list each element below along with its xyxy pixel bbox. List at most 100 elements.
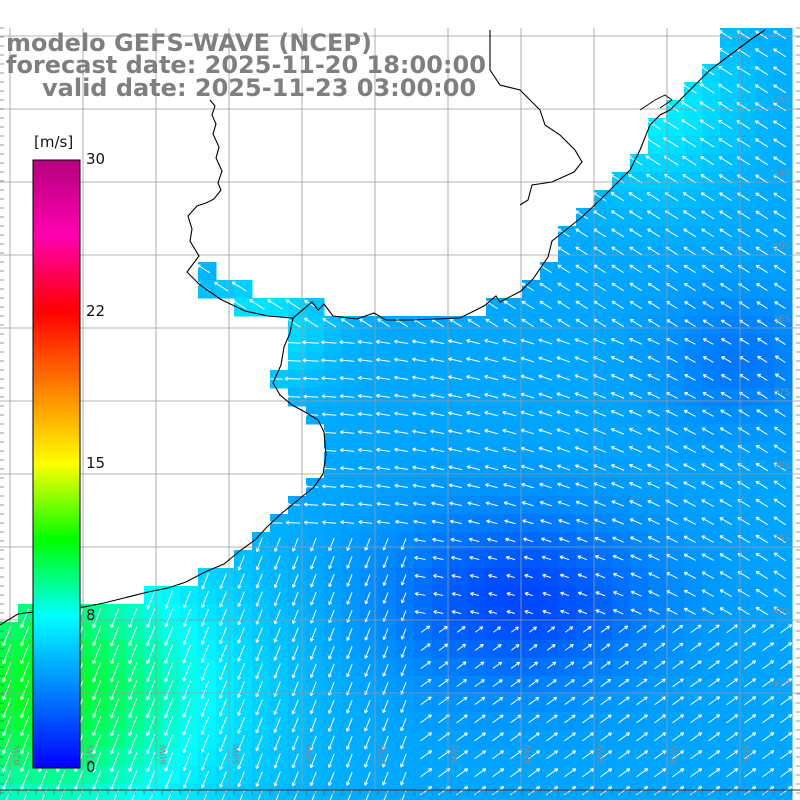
wind-arrow xyxy=(2,698,12,719)
colorbar-tick-0: 0 xyxy=(86,758,96,776)
wind-arrow xyxy=(493,626,502,633)
wind-arrow xyxy=(647,337,660,345)
wind-arrow xyxy=(20,662,30,683)
wind-arrow xyxy=(680,83,697,94)
wind-arrow xyxy=(469,555,480,561)
wind-arrow xyxy=(219,734,227,753)
wind-arrow xyxy=(762,750,775,760)
wind-arrow xyxy=(382,556,389,569)
wind-arrow xyxy=(618,786,631,796)
wind-arrow xyxy=(647,536,660,543)
wind-arrow xyxy=(214,281,229,292)
wind-arrow xyxy=(376,447,391,452)
wind-arrow xyxy=(327,735,335,750)
colorbar xyxy=(32,159,81,769)
wind-arrow xyxy=(556,428,571,435)
wind-arrow xyxy=(780,750,793,760)
wind-arrow xyxy=(726,732,739,742)
wind-arrow xyxy=(164,644,174,665)
wind-arrow xyxy=(219,573,227,590)
wind-arrow xyxy=(433,591,444,597)
wind-arrow xyxy=(690,642,702,652)
wind-arrow xyxy=(231,299,247,310)
wind-arrow xyxy=(654,625,665,634)
wind-arrow xyxy=(339,430,355,435)
wind-arrow xyxy=(231,281,247,292)
wind-arrow xyxy=(492,661,503,669)
wind-arrow xyxy=(726,750,739,760)
wind-arrow xyxy=(755,480,768,490)
wind-arrow xyxy=(255,645,263,662)
wind-arrow xyxy=(432,537,444,543)
wind-arrow xyxy=(574,356,589,363)
wind-arrow xyxy=(492,714,504,724)
wind-arrow xyxy=(628,427,643,435)
wind-arrow xyxy=(200,608,209,627)
wind-arrow xyxy=(182,770,192,789)
wind-arrow xyxy=(610,409,625,417)
wind-arrow xyxy=(113,788,120,800)
wind-arrow xyxy=(719,264,732,274)
wind-arrow xyxy=(506,591,515,597)
wind-arrow xyxy=(328,663,335,678)
wind-arrow xyxy=(582,786,595,796)
wind-arrow xyxy=(524,573,534,579)
wind-arrow xyxy=(110,680,120,701)
wind-arrow xyxy=(708,768,721,778)
wind-arrow xyxy=(382,664,389,677)
wind-arrow xyxy=(582,643,593,651)
wind-arrow xyxy=(218,644,227,663)
wind-arrow xyxy=(702,392,714,399)
wind-arrow xyxy=(564,661,575,669)
wind-arrow xyxy=(420,768,433,778)
wind-arrow xyxy=(636,643,647,652)
wind-arrow xyxy=(503,300,517,310)
wind-arrow xyxy=(506,573,516,579)
wind-arrow xyxy=(564,714,576,724)
wind-arrow xyxy=(2,626,12,647)
wind-arrow xyxy=(542,609,552,615)
wind-arrow xyxy=(719,499,733,508)
wind-arrow xyxy=(438,625,448,633)
wind-arrow xyxy=(754,48,769,58)
wind-arrow xyxy=(683,535,696,543)
wind-arrow xyxy=(110,752,120,773)
wind-arrow xyxy=(577,555,588,561)
wind-arrow xyxy=(528,679,539,687)
wind-arrow xyxy=(647,427,661,435)
wind-arrow xyxy=(364,574,371,587)
wind-arrow xyxy=(219,591,227,608)
wind-arrow xyxy=(505,537,516,543)
wind-arrow xyxy=(654,768,667,778)
wind-arrow xyxy=(484,410,499,417)
wind-arrow xyxy=(469,573,480,579)
wind-arrow xyxy=(762,732,775,742)
wind-arrow xyxy=(648,608,660,615)
wind-arrow xyxy=(773,462,786,472)
wind-arrow xyxy=(610,356,625,363)
wind-arrow xyxy=(346,627,353,641)
wind-arrow xyxy=(346,645,353,660)
wind-arrow xyxy=(644,118,661,130)
wind-arrow xyxy=(492,732,504,742)
wind-arrow xyxy=(382,574,389,586)
wind-arrow xyxy=(681,137,697,148)
wind-arrow xyxy=(249,299,265,310)
wind-arrow xyxy=(541,537,552,543)
wind-arrow xyxy=(128,644,138,665)
wind-arrow xyxy=(755,534,768,544)
wind-arrow xyxy=(719,210,733,220)
wind-arrow xyxy=(321,376,337,381)
wind-arrow xyxy=(506,609,515,615)
wind-arrow xyxy=(339,376,355,381)
wind-arrow xyxy=(328,591,335,606)
wind-arrow xyxy=(273,699,281,715)
wind-arrow xyxy=(630,536,642,543)
wind-arrow xyxy=(474,750,487,760)
wind-arrow xyxy=(647,409,661,417)
wind-arrow xyxy=(557,264,571,274)
wind-arrow xyxy=(200,644,210,663)
wind-arrow xyxy=(511,626,519,633)
wind-arrow xyxy=(420,643,431,651)
